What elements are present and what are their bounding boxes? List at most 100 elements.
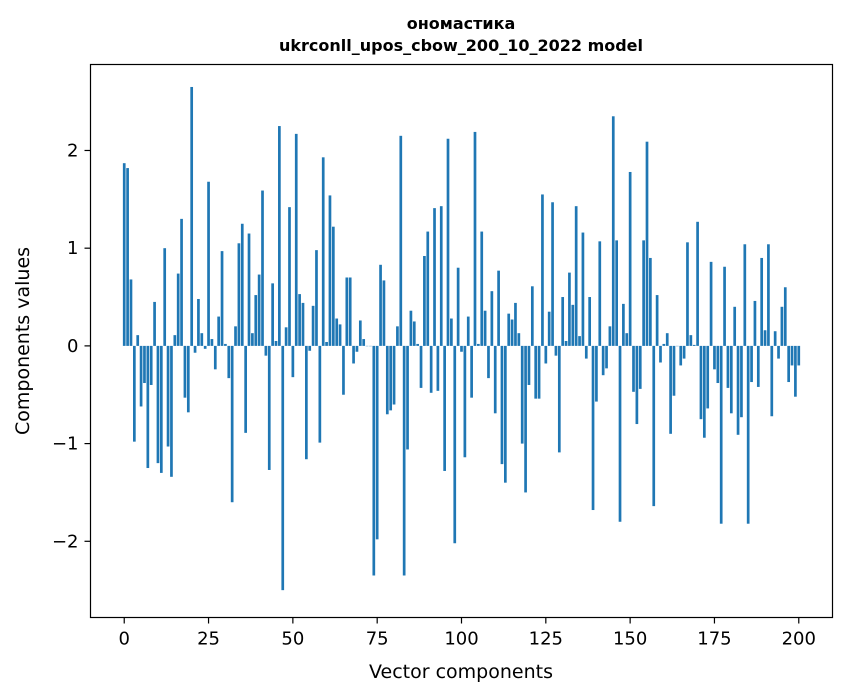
y-axis-ticks: −2 −1 0 1 2: [52, 140, 91, 552]
bar: [220, 251, 224, 346]
bar: [247, 233, 251, 346]
bar-series: [122, 86, 801, 591]
bar: [723, 266, 726, 346]
bar: [655, 295, 659, 346]
bar: [456, 267, 460, 346]
x-tick-label: 100: [444, 629, 478, 650]
x-tick-label: 200: [782, 629, 816, 650]
bar: [729, 345, 733, 414]
bar: [294, 133, 298, 346]
bar: [706, 345, 710, 409]
bar: [578, 336, 581, 346]
bar: [463, 345, 467, 458]
bar: [500, 345, 504, 465]
bar: [412, 321, 416, 346]
bar: [423, 256, 426, 346]
bar: [635, 345, 639, 425]
bar: [790, 345, 794, 366]
bar: [224, 343, 227, 346]
bar: [524, 345, 527, 493]
bar: [342, 345, 345, 395]
bar: [257, 274, 261, 346]
bar: [571, 304, 575, 346]
bar: [433, 208, 436, 346]
bar: [557, 345, 561, 453]
bar: [699, 345, 703, 420]
bar: [382, 280, 386, 346]
bar: [416, 343, 420, 346]
bar: [584, 345, 588, 359]
bar: [588, 297, 592, 346]
bar: [649, 257, 652, 346]
bar: [291, 345, 295, 378]
y-tick-label: 1: [67, 238, 78, 259]
bar: [490, 291, 494, 346]
bar: [743, 244, 747, 346]
bar: [203, 345, 207, 349]
x-tick-label: 0: [119, 629, 130, 650]
bar: [244, 345, 247, 433]
bar: [439, 206, 443, 346]
bar: [156, 345, 160, 464]
bar: [608, 326, 612, 346]
bar: [136, 335, 140, 346]
bar: [642, 240, 645, 346]
bar: [133, 345, 136, 442]
bar: [544, 345, 548, 364]
bar: [143, 345, 146, 384]
bar: [267, 345, 271, 470]
bar: [615, 240, 618, 346]
bar: [406, 345, 409, 450]
bar: [628, 171, 632, 346]
bar: [652, 345, 656, 507]
bar: [716, 345, 720, 384]
bar: [726, 345, 730, 388]
bar: [197, 298, 200, 346]
y-tick-label: −2: [52, 531, 79, 552]
bar: [213, 345, 217, 370]
bar: [436, 345, 440, 391]
bar: [284, 327, 288, 346]
bar: [777, 345, 780, 359]
bar: [551, 202, 554, 346]
bar: [146, 345, 150, 469]
bar: [193, 345, 197, 353]
bar: [409, 310, 413, 346]
bar: [783, 287, 787, 346]
bar: [530, 286, 534, 346]
bar: [183, 345, 187, 398]
x-tick-label: 150: [613, 629, 647, 650]
bar: [237, 243, 241, 346]
bar: [561, 297, 565, 346]
bar: [261, 190, 264, 346]
bar: [325, 341, 328, 346]
bar: [514, 302, 517, 346]
bar: [379, 264, 382, 346]
bar: [426, 231, 430, 346]
bar: [305, 345, 308, 460]
bar: [618, 345, 622, 522]
bar: [497, 270, 500, 346]
bar: [396, 326, 399, 346]
bar: [686, 242, 689, 346]
bar: [504, 345, 507, 483]
bar: [450, 318, 453, 346]
bar: [173, 335, 177, 346]
bar: [487, 345, 490, 379]
bar: [176, 273, 180, 346]
bar: [315, 250, 318, 346]
bar: [753, 300, 757, 346]
bar: [591, 345, 595, 511]
x-tick-label: 25: [197, 629, 220, 650]
bar: [429, 345, 433, 393]
bar: [605, 345, 608, 369]
bar: [702, 345, 706, 438]
bar: [149, 345, 153, 385]
chart-subtitle: ukrconll_upos_cbow_200_10_2022 model: [279, 36, 643, 55]
bar: [689, 335, 693, 346]
bar: [460, 345, 463, 352]
x-tick-label: 125: [529, 629, 563, 650]
bar: [740, 345, 743, 418]
bar: [794, 345, 797, 397]
bar: [719, 345, 723, 524]
